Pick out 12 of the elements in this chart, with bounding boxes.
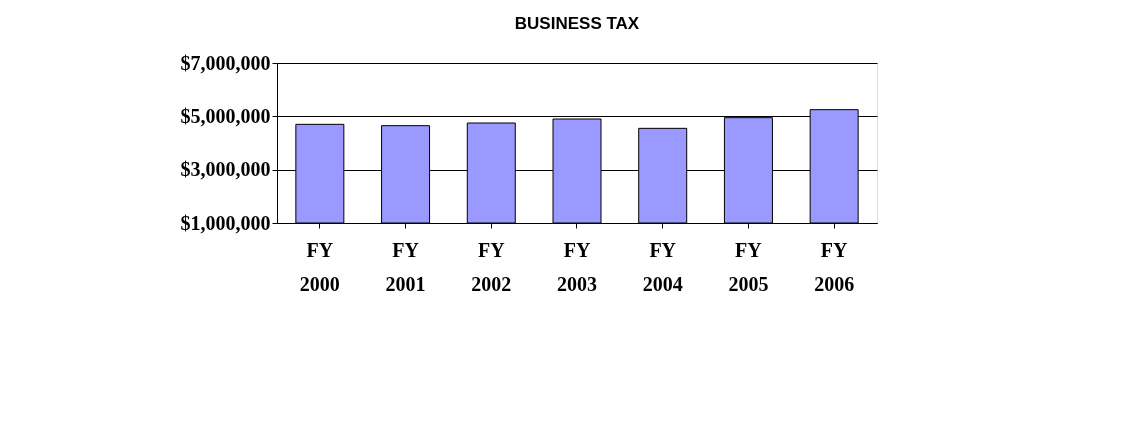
x-tick-label: FY 2001 [385,238,426,295]
y-tick-label: $5,000,000 [180,104,271,127]
y-tick-label: $1,000,000 [180,211,271,234]
chart-title: BUSINESS TAX [514,14,640,33]
y-tick-label: $7,000,000 [180,51,271,74]
x-tick-label: FY 2003 [557,238,597,295]
x-tick-label: FY 2006 [814,238,855,295]
y-tick-label: $3,000,000 [180,158,271,181]
x-tick-label: FY 2002 [471,238,512,295]
x-tick-label: FY 2000 [299,238,340,295]
x-tick-label: FY 2005 [728,238,769,295]
x-tick-label: FY 2004 [642,238,683,295]
